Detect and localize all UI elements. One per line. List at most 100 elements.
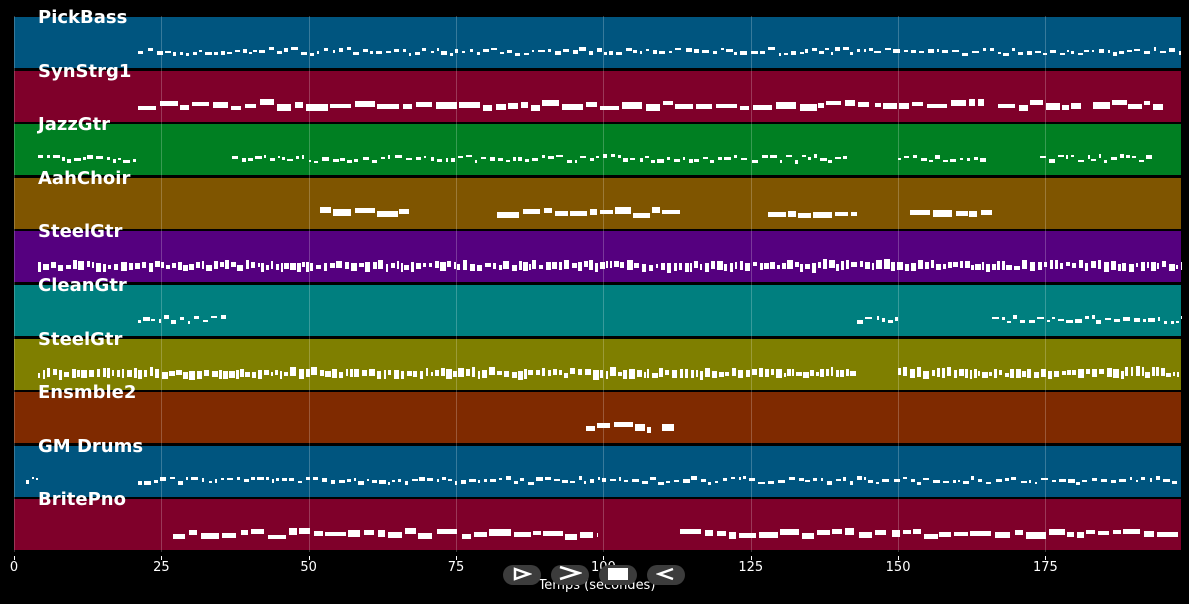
note [325,370,331,378]
note [1113,319,1120,323]
note [695,104,713,110]
note [836,264,839,271]
note [208,480,213,483]
note [609,478,617,481]
grid-line [750,16,752,552]
play-button[interactable] [551,565,589,585]
note [1041,477,1049,481]
note [933,480,940,484]
note [682,479,690,483]
note [482,370,488,378]
note [524,52,530,56]
note [163,315,170,320]
note [36,478,38,481]
note [859,261,863,267]
note [609,51,613,56]
stop-button[interactable] [599,565,637,585]
note [87,155,93,160]
note [1107,49,1111,54]
note [630,158,636,161]
note [599,369,603,378]
rewind-button[interactable] [503,565,541,585]
note [1172,480,1177,485]
track-lane[interactable]: CleanGtr [14,276,1182,336]
note [1165,372,1172,377]
note [511,264,517,271]
note [762,155,768,158]
note [693,49,700,54]
note [555,154,563,158]
note [583,481,587,485]
note [639,51,642,54]
track-lane[interactable]: SteelGtr [14,222,1182,283]
note [132,159,136,162]
note [1180,262,1182,271]
back-button[interactable] [647,565,685,585]
note [928,159,934,163]
track-lane[interactable]: PickBass [14,8,1181,68]
note [658,367,664,377]
note [585,425,595,431]
note [267,534,287,540]
note [864,262,870,269]
piano-roll[interactable]: PickBass SynStrg1 JazzGtr AahChoir SteelGtr C… [14,8,1182,552]
note [644,156,650,159]
note [1059,478,1066,482]
note [1157,532,1178,538]
track-lane[interactable]: SteelGtr [14,329,1181,390]
note [1125,367,1129,376]
note [143,316,150,321]
note [680,528,702,535]
track-lane[interactable]: BritePno [14,490,1181,551]
note [1012,315,1017,319]
note [170,477,176,480]
note [362,157,370,160]
note [275,478,279,481]
track-lane[interactable]: JazzGtr [14,115,1181,176]
note [858,532,873,539]
note [992,263,997,271]
note [1034,371,1040,379]
note [905,263,910,271]
track-lane[interactable]: GM Drums [14,436,1181,497]
note [373,262,377,269]
note [888,319,893,323]
note [791,369,795,376]
track-lane[interactable]: AahChoir [14,168,1181,229]
note [689,159,693,163]
note [909,209,930,215]
note [1157,317,1161,322]
note [968,99,976,107]
note [481,156,486,160]
note [1143,318,1147,322]
track-lane[interactable]: Ensmble2 [14,383,1181,444]
note [1076,482,1080,485]
note [393,369,400,380]
note [43,264,49,271]
note [1118,264,1121,272]
note [1110,480,1117,484]
note [595,263,599,272]
note [1106,367,1112,377]
note [685,48,692,52]
note [759,51,766,55]
note [856,476,862,480]
note [1054,260,1059,269]
note [135,263,140,270]
note [183,264,189,272]
note [489,157,495,161]
note [590,479,594,484]
note [958,368,964,377]
note [154,368,159,378]
note [492,262,497,270]
note [1144,530,1154,537]
note [1092,368,1097,378]
note [1134,317,1141,322]
note [961,52,968,56]
note [1084,263,1089,272]
note [679,262,683,270]
note [377,370,382,380]
note [768,480,775,485]
note [255,156,262,159]
track-lane[interactable]: SynStrg1 [14,61,1181,122]
